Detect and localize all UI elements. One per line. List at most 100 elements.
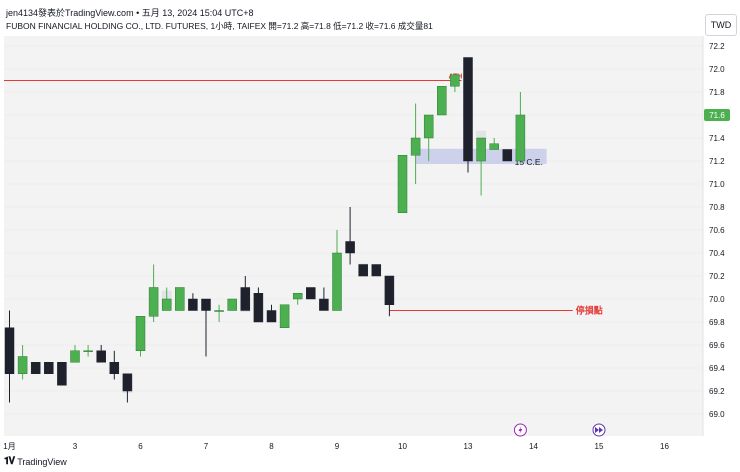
candle — [135, 316, 146, 357]
candle — [266, 304, 277, 323]
x-tick-label: 8 — [269, 442, 274, 451]
candle-body — [266, 310, 277, 323]
candle — [227, 298, 237, 311]
x-tick-label: 9 — [335, 442, 340, 451]
candle — [476, 137, 486, 196]
candle — [515, 92, 526, 162]
stop-loss-label: 停損點 — [576, 305, 603, 316]
candle-body — [83, 350, 93, 352]
candle-body — [332, 252, 342, 311]
candle-body — [253, 293, 264, 323]
plot-area — [4, 36, 703, 436]
candle — [175, 287, 185, 311]
candle — [358, 264, 368, 277]
candle — [319, 287, 329, 311]
y-tick-label: 69.8 — [709, 318, 725, 327]
candle — [148, 264, 159, 322]
candle-body — [306, 287, 316, 300]
x-tick-label: 15 — [595, 442, 604, 451]
footer-brand-name: TradingView — [17, 456, 67, 467]
candle-body — [201, 298, 211, 311]
candle-body — [292, 293, 303, 300]
symbol-legend: FUBON FINANCIAL HOLDING CO., LTD. FUTURE… — [6, 21, 433, 31]
y-tick-label: 70.4 — [709, 249, 725, 258]
y-tick-label: 71.0 — [709, 180, 725, 189]
fast-forward-icon[interactable] — [592, 423, 606, 437]
candle-body — [161, 298, 172, 311]
candle — [4, 310, 15, 403]
candle-body — [450, 74, 460, 87]
candle-body — [515, 114, 526, 162]
candle — [96, 345, 106, 363]
candle — [83, 345, 93, 357]
candle — [332, 230, 342, 311]
candle-body — [44, 362, 54, 374]
y-tick-label: 70.8 — [709, 203, 725, 212]
candle-body — [122, 373, 133, 392]
candle — [70, 345, 80, 363]
candle-body — [188, 298, 198, 311]
candle — [437, 86, 447, 116]
candle-body — [227, 298, 237, 311]
x-tick-label: 3 — [73, 442, 78, 451]
candle-body — [240, 287, 251, 311]
current-price-label: 71.6 — [709, 111, 725, 120]
x-tick-label: 14 — [529, 442, 538, 451]
candle — [463, 57, 473, 173]
y-tick-label: 70.0 — [709, 295, 725, 304]
candle — [17, 345, 28, 380]
candle-body — [502, 149, 513, 162]
candle-body — [476, 137, 486, 162]
candle-body — [384, 275, 395, 305]
candle — [502, 149, 513, 162]
y-tick-label: 70.2 — [709, 272, 725, 281]
candle-body — [371, 264, 382, 277]
ce-zone-label: 15 C.E. — [515, 157, 543, 167]
lightning-icon[interactable] — [513, 423, 527, 437]
y-tick-label: 71.8 — [709, 88, 725, 97]
candle — [371, 264, 382, 277]
footer-brand: 𝟏𝐕 TradingView — [4, 456, 67, 467]
candle — [450, 74, 460, 92]
candle-body — [109, 362, 120, 374]
candle-body — [4, 327, 15, 374]
y-tick-label: 70.6 — [709, 226, 725, 235]
candle-body — [30, 362, 41, 374]
candle — [188, 293, 198, 311]
header-author: jen4134發表於TradingView.com • 五月 13, 2024 … — [6, 8, 254, 18]
x-tick-label: 13 — [464, 442, 473, 451]
candle — [30, 362, 41, 374]
candle-body — [17, 356, 28, 374]
candle-body — [70, 350, 80, 363]
candle-body — [214, 310, 224, 312]
candle-body — [358, 264, 368, 277]
candle-body — [279, 304, 290, 328]
y-tick-label: 72.0 — [709, 65, 725, 74]
currency-button[interactable]: TWD — [705, 14, 737, 36]
candle-body — [96, 350, 106, 363]
y-tick-label: 71.2 — [709, 157, 725, 166]
candle — [489, 138, 499, 150]
x-tick-label: 6 — [138, 442, 143, 451]
candle-body — [423, 114, 434, 139]
candle — [423, 114, 434, 161]
candle-body — [489, 143, 499, 150]
candle-body — [397, 155, 408, 213]
y-tick-label: 69.6 — [709, 341, 725, 350]
tradingview-logo-icon: 𝟏𝐕 — [4, 456, 15, 467]
y-tick-label: 69.2 — [709, 387, 725, 396]
candle — [345, 207, 355, 265]
y-tick-label: 69.4 — [709, 364, 725, 373]
candle-body — [345, 241, 355, 254]
candle — [397, 155, 408, 213]
candle-body — [319, 298, 329, 311]
candle-body — [463, 57, 473, 162]
y-tick-label: 71.4 — [709, 134, 725, 143]
candle — [201, 298, 211, 357]
candle — [240, 276, 251, 311]
candle — [279, 304, 290, 328]
y-tick-label: 69.0 — [709, 410, 725, 419]
candle-body — [175, 287, 185, 311]
candle — [292, 293, 303, 305]
